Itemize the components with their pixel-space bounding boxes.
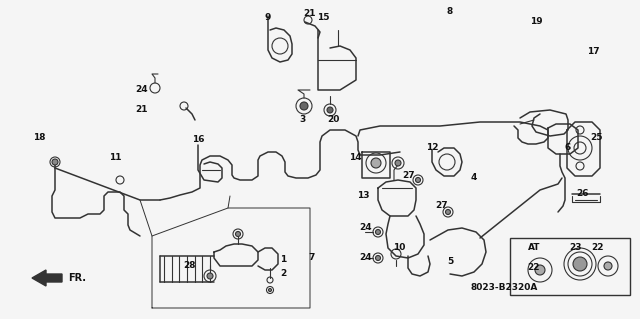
- Text: 24: 24: [360, 254, 372, 263]
- Text: 5: 5: [447, 257, 453, 266]
- Text: 17: 17: [587, 48, 600, 56]
- Text: 12: 12: [426, 144, 438, 152]
- Text: 25: 25: [590, 133, 602, 143]
- Text: 15: 15: [317, 13, 329, 23]
- Text: 13: 13: [358, 191, 370, 201]
- Circle shape: [376, 229, 381, 234]
- Circle shape: [300, 102, 308, 110]
- Circle shape: [376, 256, 381, 261]
- Circle shape: [371, 158, 381, 168]
- Circle shape: [52, 159, 58, 165]
- Text: 6: 6: [565, 144, 571, 152]
- Text: 8023-B2320A: 8023-B2320A: [470, 284, 538, 293]
- Text: 16: 16: [192, 136, 204, 145]
- Text: 21: 21: [303, 10, 316, 19]
- Circle shape: [395, 160, 401, 166]
- Text: 22: 22: [528, 263, 540, 272]
- Text: 1: 1: [280, 256, 286, 264]
- Text: 2: 2: [280, 270, 286, 278]
- Text: 27: 27: [435, 202, 448, 211]
- Circle shape: [573, 257, 587, 271]
- Circle shape: [604, 262, 612, 270]
- Circle shape: [207, 273, 213, 279]
- Text: FR.: FR.: [68, 273, 86, 283]
- FancyArrow shape: [32, 270, 62, 286]
- Text: AT: AT: [528, 243, 540, 253]
- Text: 28: 28: [184, 262, 196, 271]
- Circle shape: [327, 107, 333, 113]
- Text: 4: 4: [471, 174, 477, 182]
- Text: 9: 9: [265, 13, 271, 23]
- Circle shape: [236, 232, 241, 236]
- Text: 7: 7: [308, 254, 314, 263]
- Text: 26: 26: [576, 189, 589, 198]
- Text: 24: 24: [360, 224, 372, 233]
- Circle shape: [445, 210, 451, 214]
- Text: 22: 22: [592, 243, 604, 253]
- Text: 18: 18: [33, 133, 46, 143]
- Text: 8: 8: [447, 8, 453, 17]
- Circle shape: [269, 288, 271, 292]
- Text: 3: 3: [299, 115, 305, 124]
- Text: 11: 11: [109, 153, 121, 162]
- Bar: [510, 238, 630, 295]
- Text: 20: 20: [327, 115, 339, 124]
- Circle shape: [535, 265, 545, 275]
- Circle shape: [415, 177, 420, 182]
- Text: 10: 10: [393, 243, 405, 253]
- Text: 23: 23: [569, 243, 581, 253]
- Text: 21: 21: [136, 106, 148, 115]
- Text: 14: 14: [349, 153, 362, 162]
- Text: 24: 24: [136, 85, 148, 94]
- Text: 19: 19: [530, 18, 542, 26]
- Text: 27: 27: [403, 170, 415, 180]
